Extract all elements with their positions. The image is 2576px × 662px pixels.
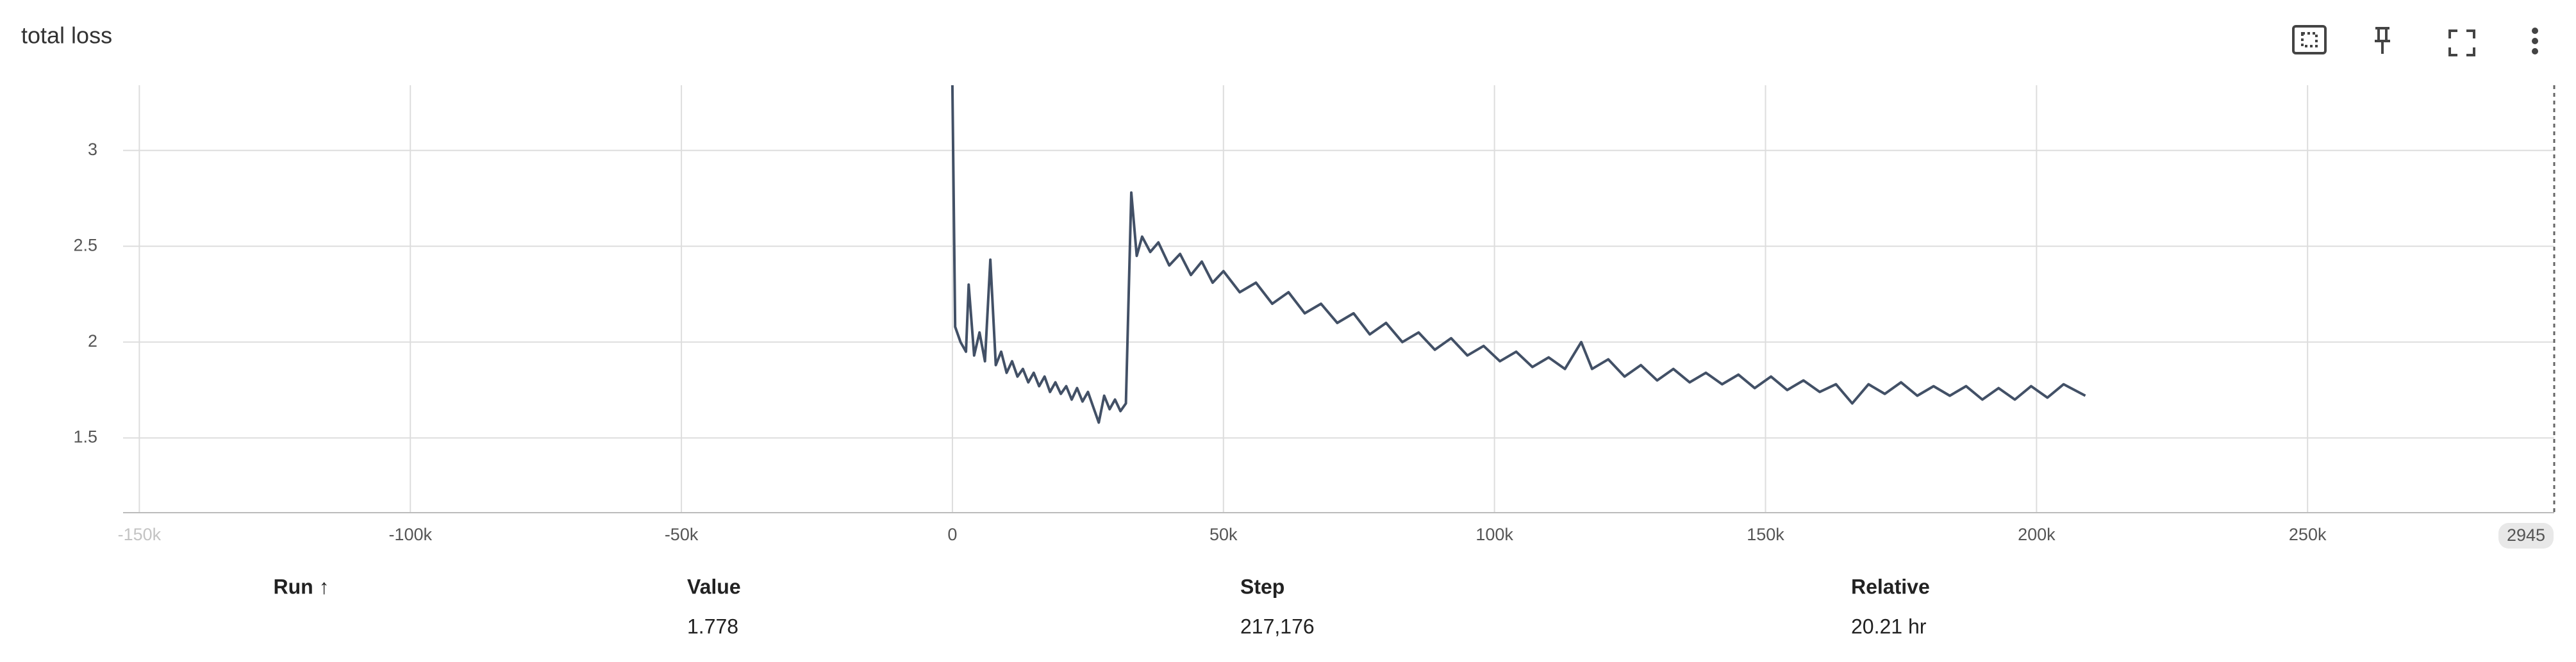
cursor-label-bg xyxy=(2498,523,2554,549)
table-cell: 20.21 hr xyxy=(1851,615,1927,638)
x-tick-label: 50k xyxy=(1209,525,1238,544)
x-tick-label: 250k xyxy=(2289,525,2327,544)
fit-domain-button[interactable] xyxy=(2292,25,2327,54)
more-button[interactable] xyxy=(2532,28,2538,54)
x-tick-label: -50k xyxy=(665,525,699,544)
table-cell: 1.778 xyxy=(687,615,738,638)
x-tick-label: 100k xyxy=(1475,525,1513,544)
table-header: Run ↑ xyxy=(273,575,329,598)
x-tick-label: 0 xyxy=(947,525,957,544)
y-tick-label: 2.5 xyxy=(73,235,97,254)
chart-title: total loss xyxy=(21,22,112,49)
table-header: Step xyxy=(1240,575,1284,598)
plot: 1.5 2 2.5 3 -150k -100k -50k 0 50k 100k 150k 200k 25… xyxy=(73,85,2555,549)
x-tick-label: -100k xyxy=(388,525,432,544)
y-tick-label: 2 xyxy=(88,331,97,351)
cursor-label: 2945 xyxy=(2507,525,2545,545)
x-tick-label: 200k xyxy=(2018,525,2056,544)
x-tick-label: 150k xyxy=(1747,525,1784,544)
y-tick-label: 3 xyxy=(88,140,97,159)
run-table: Run ↑ Value Step Relative 1.778 217,176 20.21 … xyxy=(273,575,1929,638)
loss-line xyxy=(951,85,2086,424)
table-header: Relative xyxy=(1851,575,1930,598)
x-tick-label: -150k xyxy=(118,525,162,544)
table-cell: 217,176 xyxy=(1240,615,1315,638)
fullscreen-button[interactable] xyxy=(2448,29,2475,56)
y-tick-label: 1.5 xyxy=(73,427,97,446)
pin-button[interactable] xyxy=(2375,27,2390,54)
toolbar xyxy=(2292,25,2538,56)
table-header: Value xyxy=(687,575,741,598)
